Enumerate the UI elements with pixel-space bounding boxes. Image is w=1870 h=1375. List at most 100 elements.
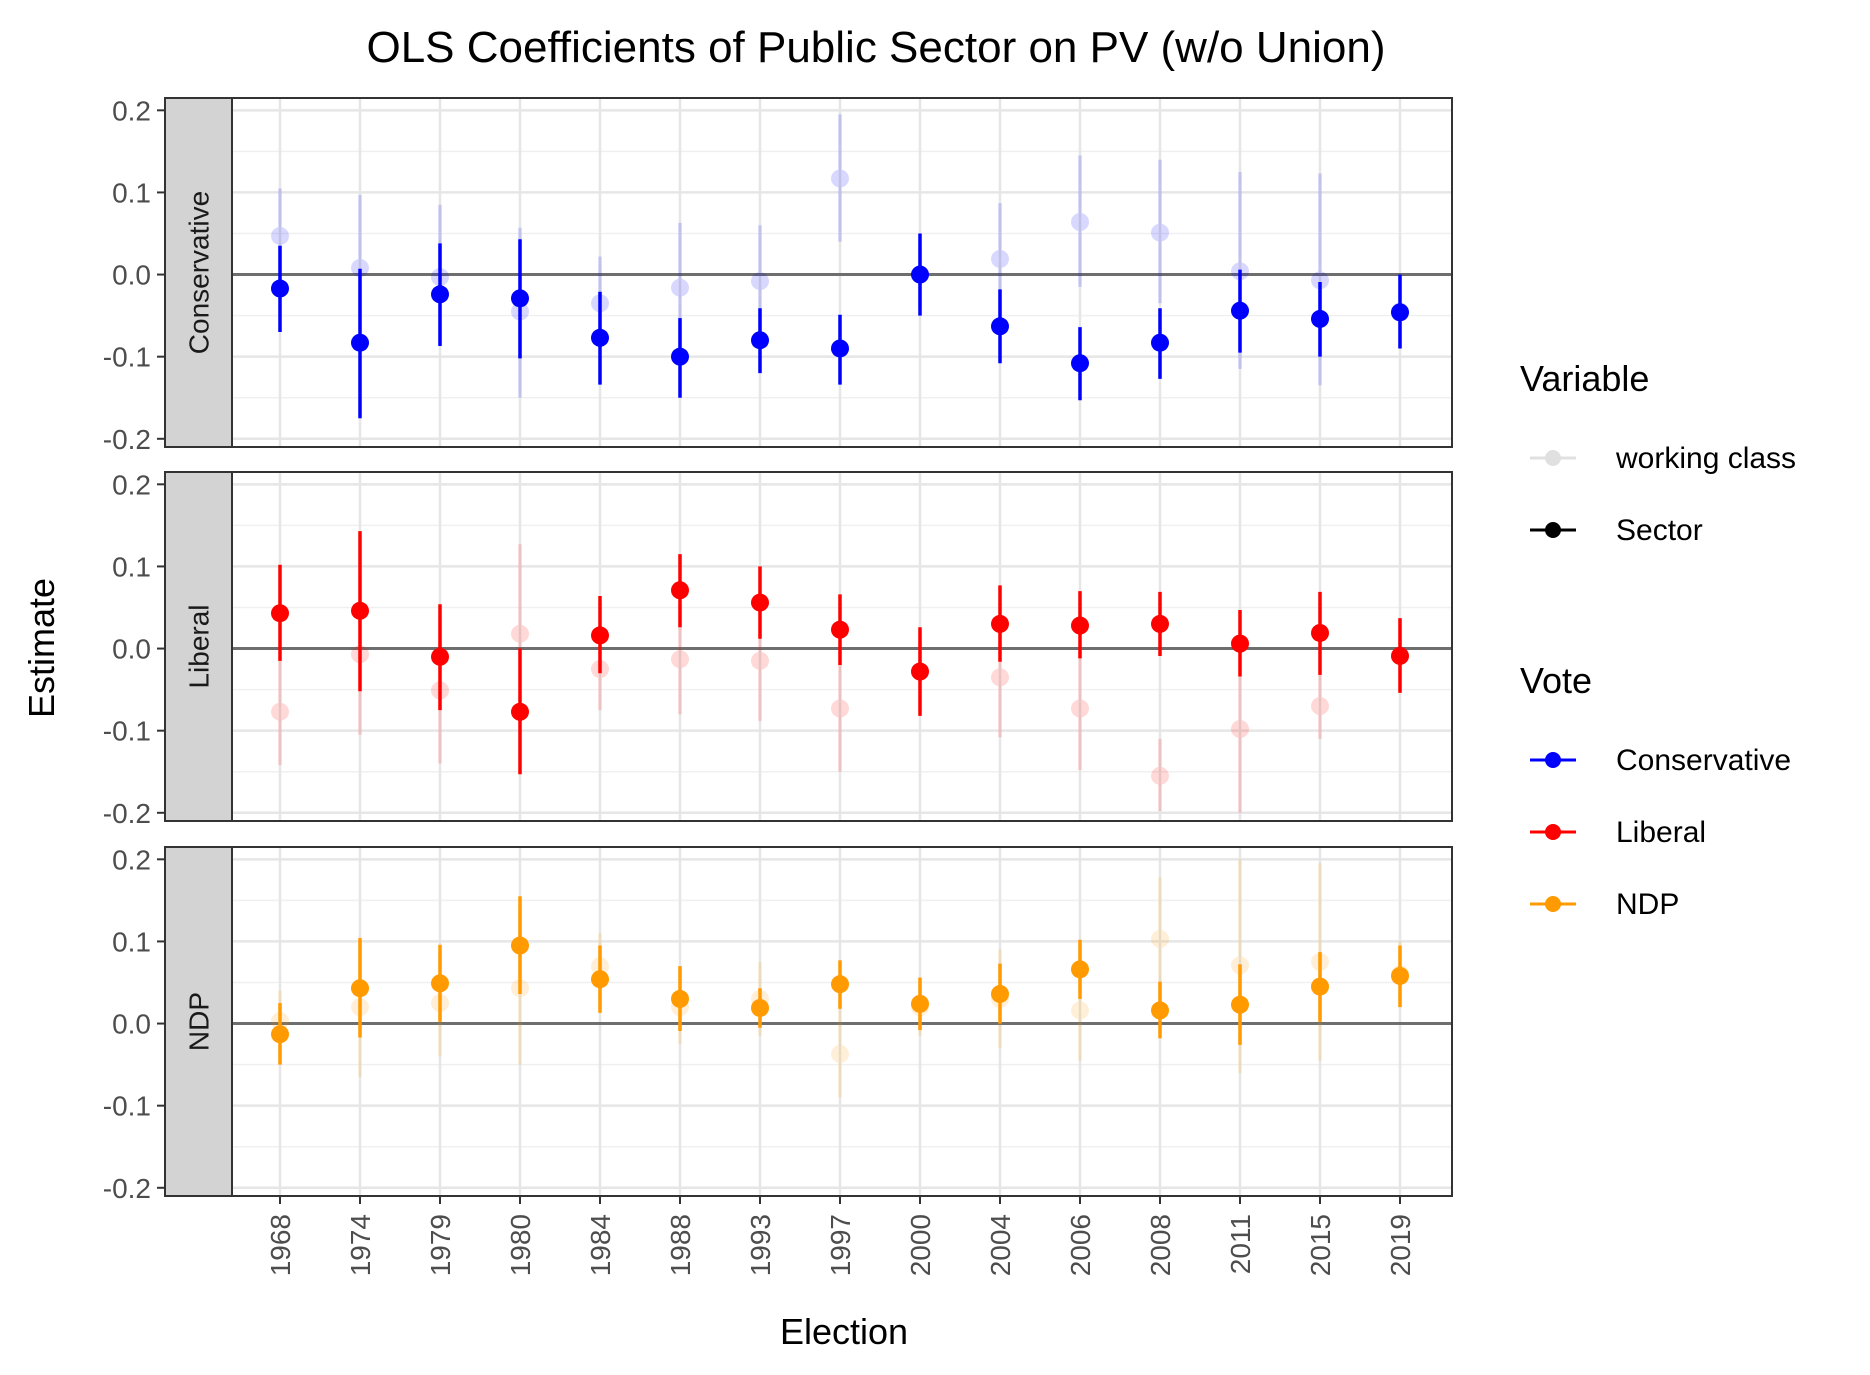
data-point bbox=[431, 285, 449, 304]
data-point bbox=[1391, 966, 1409, 985]
y-tick-label: 0.1 bbox=[112, 551, 151, 582]
chart-title: OLS Coefficients of Public Sector on PV … bbox=[366, 23, 1385, 72]
data-point bbox=[671, 347, 689, 366]
data-point bbox=[991, 984, 1009, 1003]
data-point bbox=[831, 169, 849, 188]
data-point bbox=[991, 668, 1009, 687]
legend-key-ndp bbox=[1530, 896, 1576, 912]
y-axis-label: Estimate bbox=[21, 578, 62, 718]
data-point bbox=[1231, 995, 1249, 1014]
series-sector bbox=[271, 233, 1409, 419]
data-point bbox=[751, 998, 769, 1017]
data-point bbox=[431, 974, 449, 993]
data-point bbox=[591, 626, 609, 645]
x-tick-label: 2011 bbox=[1225, 1214, 1256, 1274]
data-point bbox=[511, 289, 529, 308]
data-point bbox=[1071, 960, 1089, 979]
data-point bbox=[1391, 303, 1409, 322]
data-point bbox=[431, 647, 449, 666]
data-point bbox=[911, 662, 929, 681]
x-tick-label: 2015 bbox=[1305, 1214, 1336, 1276]
y-tick-label: -0.2 bbox=[103, 1173, 151, 1204]
data-point bbox=[911, 265, 929, 284]
x-tick-label: 2000 bbox=[905, 1214, 936, 1276]
panel-background bbox=[232, 847, 1452, 1196]
legend-item-label: Conservative bbox=[1616, 744, 1791, 777]
data-point bbox=[1151, 766, 1169, 785]
y-tick-label: 0.2 bbox=[112, 844, 151, 875]
data-point bbox=[1311, 697, 1329, 716]
data-point bbox=[751, 272, 769, 291]
legend-key-point bbox=[1545, 824, 1561, 840]
data-point bbox=[671, 581, 689, 600]
data-point bbox=[751, 651, 769, 670]
facet-strip bbox=[164, 471, 233, 822]
facet-strip-label: Conservative bbox=[184, 191, 215, 354]
data-point bbox=[271, 226, 289, 245]
x-tick-label: 1984 bbox=[585, 1214, 616, 1276]
data-point bbox=[351, 333, 369, 352]
legend-key-working-class bbox=[1530, 450, 1576, 466]
data-point bbox=[1151, 929, 1169, 948]
y-tick-label: 0.1 bbox=[112, 177, 151, 208]
data-point bbox=[271, 279, 289, 298]
y-tick-label: -0.2 bbox=[103, 798, 151, 829]
legend-key-point bbox=[1545, 522, 1561, 538]
data-point bbox=[1071, 616, 1089, 635]
x-tick-label: 1988 bbox=[665, 1214, 696, 1276]
data-point bbox=[1311, 271, 1329, 290]
x-tick-label: 1993 bbox=[745, 1214, 776, 1276]
x-tick-label: 2004 bbox=[985, 1214, 1016, 1276]
x-tick-label: 1974 bbox=[345, 1214, 376, 1276]
legend-item-label: Sector bbox=[1616, 514, 1703, 547]
data-point bbox=[991, 249, 1009, 268]
data-point bbox=[671, 650, 689, 669]
y-tick-label: 0.2 bbox=[112, 95, 151, 126]
data-point bbox=[1151, 1001, 1169, 1020]
y-tick-label: 0.0 bbox=[112, 634, 151, 665]
y-tick-label: -0.1 bbox=[103, 1091, 151, 1122]
x-tick-label: 1979 bbox=[425, 1214, 456, 1276]
data-point bbox=[271, 1025, 289, 1044]
legend-item-label: Liberal bbox=[1616, 816, 1706, 849]
y-tick-label: 0.0 bbox=[112, 260, 151, 291]
x-tick-label: 1968 bbox=[265, 1214, 296, 1276]
data-point bbox=[271, 702, 289, 721]
data-point bbox=[1151, 614, 1169, 633]
y-tick-label: -0.2 bbox=[103, 424, 151, 455]
facet-panel-ndp: NDP 0.2 0.1 0.0 -0.1 -0.2 bbox=[103, 844, 1453, 1204]
legend-item-label: NDP bbox=[1616, 888, 1679, 921]
legend-key-conservative bbox=[1530, 752, 1576, 768]
data-point bbox=[831, 620, 849, 639]
data-point bbox=[271, 604, 289, 623]
data-point bbox=[591, 970, 609, 989]
legend-title-variable: Variable bbox=[1520, 358, 1649, 399]
data-point bbox=[751, 593, 769, 612]
y-tick-label: 0.0 bbox=[112, 1009, 151, 1040]
data-point bbox=[671, 989, 689, 1008]
facet-strip-label: NDP bbox=[184, 992, 215, 1051]
data-point bbox=[1311, 623, 1329, 642]
panel-background bbox=[232, 472, 1452, 821]
data-point bbox=[1151, 333, 1169, 352]
facet-panels: Conservative 0.2 0.1 0.0 -0.1 -0.2 Liberal 0.2 0… bbox=[103, 95, 1453, 1204]
data-point bbox=[831, 975, 849, 994]
x-tick-label: 1997 bbox=[825, 1214, 856, 1276]
data-point bbox=[751, 331, 769, 350]
y-tick-label: -0.1 bbox=[103, 342, 151, 373]
data-point bbox=[1311, 977, 1329, 996]
data-point bbox=[911, 994, 929, 1013]
data-point bbox=[671, 278, 689, 297]
data-point bbox=[1391, 646, 1409, 665]
data-point bbox=[1231, 301, 1249, 320]
series-sector bbox=[271, 896, 1409, 1065]
series-sector bbox=[271, 531, 1409, 775]
facet-strip bbox=[164, 846, 233, 1197]
data-point bbox=[1231, 634, 1249, 653]
data-point bbox=[991, 614, 1009, 633]
data-point bbox=[831, 699, 849, 718]
data-point bbox=[831, 339, 849, 358]
data-point bbox=[991, 317, 1009, 336]
data-point bbox=[351, 601, 369, 620]
